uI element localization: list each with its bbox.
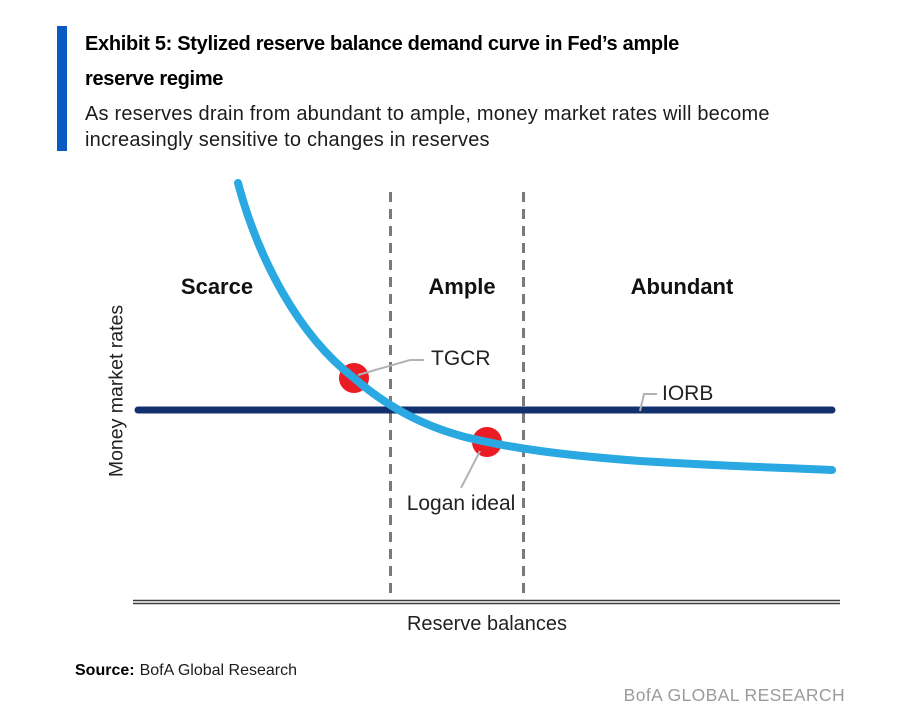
exhibit-header: Exhibit 5: Stylized reserve balance dema… bbox=[85, 27, 855, 153]
demand-curve bbox=[234, 179, 836, 474]
exhibit-title: Exhibit 5: Stylized reserve balance dema… bbox=[85, 27, 855, 97]
exhibit-title-line-2: reserve regime bbox=[85, 68, 224, 90]
annotation-iorb-label: IORB bbox=[662, 382, 714, 405]
exhibit-title-line-1: Exhibit 5: Stylized reserve balance dema… bbox=[85, 33, 679, 55]
exhibit-subtitle-line-1: As reserves drain from abundant to ample… bbox=[85, 103, 770, 125]
source-label: Source: bbox=[75, 662, 135, 679]
x-axis-label: Reserve balances bbox=[406, 613, 568, 635]
leader-line bbox=[460, 450, 481, 489]
exhibit-subtitle-line-2: increasingly sensitive to changes in res… bbox=[85, 128, 490, 151]
y-axis-label: Money market rates bbox=[105, 304, 128, 478]
source-note: Source: BofA Global Research bbox=[75, 662, 297, 680]
region-label-ample: Ample bbox=[428, 274, 496, 299]
exhibit-subtitle: As reserves drain from abundant to ample… bbox=[85, 102, 855, 153]
exhibit-accent-bar bbox=[57, 26, 67, 151]
source-text: BofA Global Research bbox=[139, 662, 297, 679]
annotation-tgcr-label: TGCR bbox=[431, 347, 491, 370]
leader-line bbox=[357, 359, 424, 376]
brand-footer: BofA GLOBAL RESEARCH bbox=[623, 685, 845, 705]
annotation-logan-ideal-label: Logan ideal bbox=[406, 492, 516, 515]
region-label-scarce: Scarce bbox=[180, 274, 254, 299]
region-label-abundant: Abundant bbox=[630, 274, 734, 299]
leader-line bbox=[639, 393, 657, 412]
